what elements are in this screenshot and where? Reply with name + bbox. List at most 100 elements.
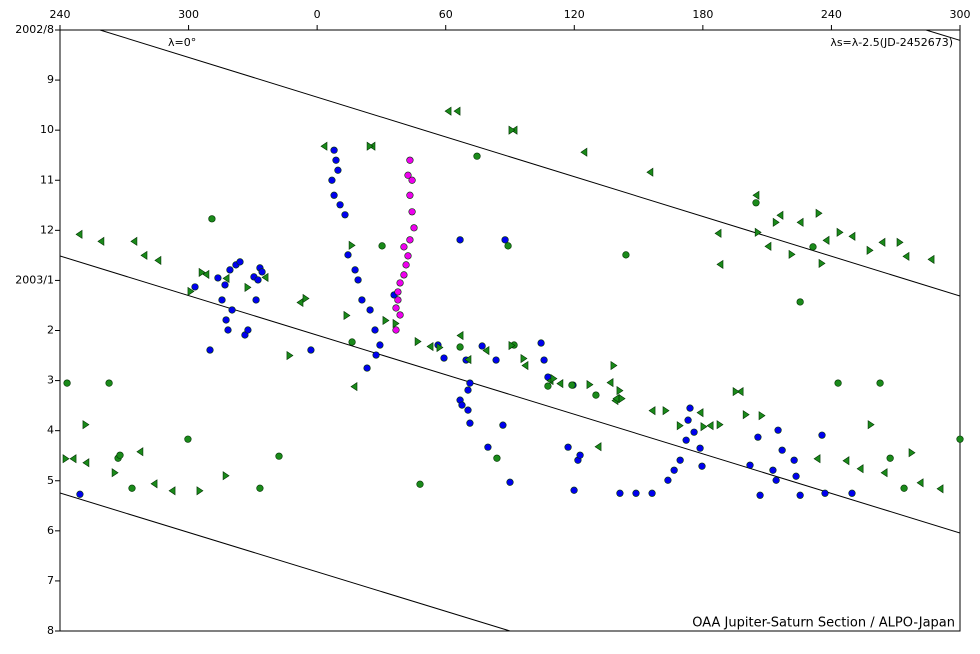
point (168, 486, 176, 496)
point (75, 229, 83, 239)
point (140, 250, 148, 260)
point (414, 336, 422, 347)
point (330, 191, 338, 199)
point (676, 456, 684, 464)
point (670, 466, 678, 474)
point (822, 235, 830, 245)
point (788, 249, 796, 259)
point (550, 374, 558, 384)
point (478, 342, 486, 350)
point (506, 478, 514, 486)
point (756, 491, 764, 499)
point (208, 215, 216, 223)
point (348, 338, 356, 346)
point (206, 346, 214, 354)
x-tick-label: 120 (564, 8, 585, 21)
y-tick-label: 2002/8 (15, 23, 54, 36)
point (456, 236, 464, 244)
point (302, 293, 310, 304)
point (341, 211, 349, 219)
point (936, 484, 944, 494)
point (848, 489, 856, 497)
y-tick-label: 5 (47, 474, 54, 487)
point (191, 283, 199, 291)
point (796, 298, 804, 306)
point (772, 476, 780, 484)
point (927, 254, 935, 264)
point (63, 379, 71, 387)
point (568, 381, 576, 389)
point (836, 227, 844, 237)
point (406, 191, 414, 199)
point (690, 428, 698, 436)
point (754, 433, 762, 441)
point (790, 456, 798, 464)
point (218, 296, 226, 304)
point (815, 208, 823, 218)
point (764, 241, 772, 251)
y-tick-label: 6 (47, 524, 54, 537)
point (736, 387, 744, 397)
point (606, 378, 614, 388)
point (244, 282, 252, 292)
point (796, 491, 804, 499)
point (662, 406, 670, 416)
point (371, 326, 379, 334)
y-tick-label: 8 (47, 624, 54, 637)
point (821, 489, 829, 497)
point (214, 274, 222, 282)
point (664, 476, 672, 484)
point (426, 341, 434, 352)
point (392, 326, 400, 334)
point (774, 426, 782, 434)
point (406, 236, 414, 244)
point (742, 410, 750, 420)
point (150, 479, 158, 489)
point (746, 461, 754, 469)
point (440, 354, 448, 362)
point (332, 156, 340, 164)
annotation: λ=0° (168, 36, 196, 49)
point (464, 354, 472, 365)
point (62, 454, 70, 464)
point (320, 141, 328, 151)
y-tick-label: 4 (47, 424, 54, 437)
x-tick-label: 300 (950, 8, 971, 21)
point (521, 360, 529, 371)
point (508, 340, 516, 351)
point (492, 356, 500, 364)
point (618, 394, 626, 404)
point (956, 435, 964, 443)
point (684, 416, 692, 424)
point (228, 306, 236, 314)
point (97, 236, 105, 246)
point (404, 171, 412, 179)
point (696, 444, 704, 452)
point (564, 443, 572, 451)
point (252, 296, 260, 304)
point (556, 379, 564, 389)
point (896, 237, 904, 247)
point (616, 386, 624, 396)
x-tick-label: 180 (692, 8, 713, 21)
point (916, 478, 924, 488)
point (576, 451, 584, 459)
point (378, 242, 386, 250)
point (344, 251, 352, 259)
annotation: λs=λ-2.5(JD-2452673) (830, 36, 953, 49)
point (105, 379, 113, 387)
point (610, 360, 618, 371)
point (752, 199, 760, 207)
point (111, 468, 119, 478)
point (408, 208, 416, 216)
point (286, 350, 294, 361)
point (82, 420, 90, 430)
point (130, 236, 138, 246)
point (616, 489, 624, 497)
point (334, 166, 342, 174)
point (116, 451, 124, 459)
point (706, 421, 714, 431)
y-tick-label: 9 (47, 73, 54, 86)
point (818, 258, 826, 268)
point (848, 231, 856, 241)
